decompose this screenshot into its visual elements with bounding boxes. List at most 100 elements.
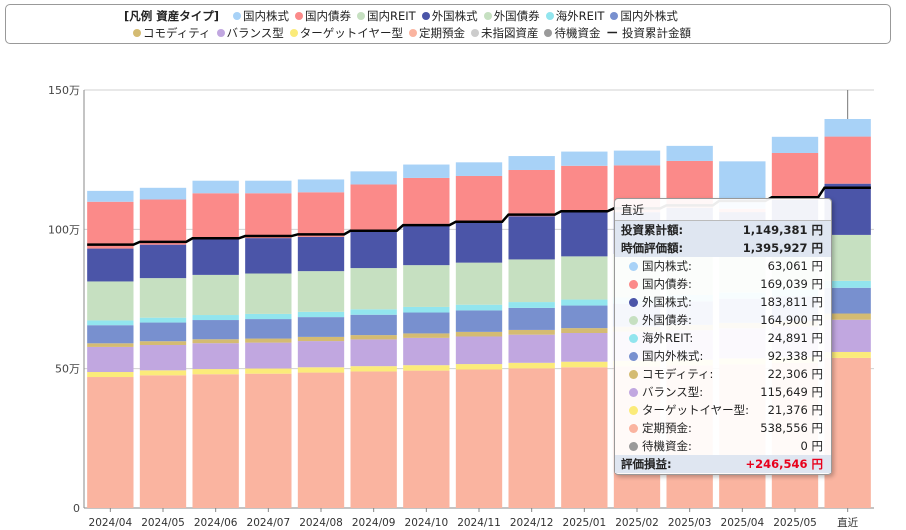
- legend-item[interactable]: 海外REIT: [545, 8, 604, 25]
- bar-segment: [824, 234, 871, 281]
- x-tick-label: 2024/12: [510, 517, 554, 529]
- x-tick-label: 2025/04: [721, 517, 765, 529]
- legend-swatch-icon: [408, 29, 417, 37]
- legend-label: 国内株式: [243, 9, 289, 23]
- legend-item[interactable]: 外国株式: [421, 8, 478, 25]
- legend-item[interactable]: 国内外株式: [610, 8, 678, 25]
- bar-segment: [508, 169, 555, 217]
- tooltip-item-value: 0 円: [800, 439, 823, 453]
- bar-segment: [508, 216, 555, 260]
- x-tick-label: 2024/07: [247, 517, 291, 529]
- legend-item[interactable]: 外国債券: [483, 8, 540, 25]
- legend-item[interactable]: 国内株式: [233, 8, 289, 25]
- legend-label: 未指図資産: [480, 26, 539, 40]
- legend-item[interactable]: バランス型: [216, 25, 284, 42]
- legend-label: 国内外株式: [620, 9, 678, 23]
- bar-segment: [245, 319, 292, 339]
- bar-segment: [245, 193, 292, 239]
- y-tick-label: 0: [73, 502, 80, 515]
- bar-segment: [245, 373, 292, 508]
- legend-row-2: コモディティ バランス型 ターゲットイヤー型 定期預金 未指図資産 待機資金ー投資累計金額: [118, 25, 882, 42]
- bar-segment: [824, 319, 871, 352]
- legend-label: ターゲットイヤー型: [299, 26, 403, 40]
- bar-segment: [561, 367, 608, 508]
- hover-tooltip: 直近 投資累計額: 1,149,381 円 時価評価額: 1,395,927 円…: [614, 198, 832, 475]
- legend-item[interactable]: ターゲットイヤー型: [289, 25, 403, 42]
- x-tick-label: 2024/10: [405, 517, 449, 529]
- legend-label: 定期預金: [418, 26, 465, 40]
- tooltip-invested-value: 1,149,381 円: [742, 223, 823, 237]
- bar-segment: [455, 222, 503, 263]
- bar-segment: [350, 335, 397, 340]
- x-tick-label: 2025/03: [668, 517, 712, 529]
- bar-segment: [192, 180, 239, 194]
- tooltip-item-value: 63,061 円: [767, 259, 823, 273]
- legend-row-1: 国内株式 国内債券 国内REIT 外国株式 外国債券 海外REIT 国内外株式: [118, 8, 882, 25]
- bar-segment: [455, 336, 503, 365]
- bar-segment: [139, 370, 187, 376]
- legend-item[interactable]: 国内REIT: [357, 8, 416, 25]
- tooltip-title: 直近: [621, 203, 644, 217]
- bar-segment: [192, 193, 239, 239]
- bar-segment: [297, 236, 345, 272]
- x-tick-label: 2024/08: [299, 517, 343, 529]
- bar-segment: [561, 165, 608, 213]
- bar-segment: [87, 281, 134, 321]
- bar-segment: [455, 369, 503, 508]
- legend-item-line[interactable]: ー投資累計金額: [606, 25, 691, 42]
- tooltip-gain-row: 評価損益: +246,546 円: [615, 455, 831, 473]
- legend-item[interactable]: コモディティ: [133, 25, 211, 42]
- legend-label: 国内REIT: [367, 9, 416, 23]
- bar-segment: [87, 201, 134, 249]
- bar-segment: [455, 364, 503, 370]
- tooltip-swatch-icon: [629, 262, 638, 271]
- legend-item[interactable]: 待機資金: [544, 25, 600, 42]
- bar-segment: [139, 244, 187, 279]
- bar-segment: [139, 322, 187, 342]
- tooltip-item-row: ターゲットイヤー型: 21,376 円: [615, 401, 831, 419]
- bar-segment: [87, 343, 134, 347]
- legend-swatch-icon: [216, 29, 225, 37]
- bar-segment: [561, 361, 608, 368]
- bar-segment: [403, 337, 450, 366]
- legend-item[interactable]: 国内債券: [295, 8, 351, 25]
- legend-label: 外国株式: [431, 9, 478, 23]
- legend-item[interactable]: 定期預金: [408, 25, 465, 42]
- bar-segment: [192, 369, 239, 375]
- bar-segment: [455, 175, 503, 223]
- bar-segment: [245, 180, 292, 194]
- bar-segment: [139, 317, 187, 323]
- tooltip-item-label: 国内外株式:: [642, 349, 704, 363]
- y-tick-label: 50万: [55, 363, 80, 376]
- bar-segment: [87, 377, 134, 508]
- bar-segment: [824, 280, 871, 288]
- bar-segment: [824, 119, 871, 137]
- bar-segment: [561, 151, 608, 166]
- bar-segment: [403, 312, 450, 334]
- tooltip-swatch-icon: [629, 316, 638, 325]
- bar-segment: [245, 368, 292, 374]
- legend-swatch-icon: [295, 12, 303, 20]
- bar-segment: [350, 184, 397, 231]
- bar-segment: [139, 199, 187, 245]
- bar-segment: [561, 332, 608, 362]
- tooltip-item-value: 22,306 円: [767, 367, 823, 381]
- bar-segment: [508, 302, 555, 308]
- bar-segment: [824, 287, 871, 314]
- legend-item[interactable]: 未指図資産: [470, 25, 539, 42]
- x-tick-label: 2024/06: [194, 517, 238, 529]
- tooltip-swatch-icon: [629, 352, 638, 361]
- y-tick-label: 150万: [48, 84, 80, 97]
- bar-segment: [508, 156, 555, 170]
- bar-segment: [87, 248, 134, 282]
- tooltip-items: 国内株式: 63,061 円国内債券: 169,039 円外国株式: 183,811 …: [615, 257, 831, 455]
- bar-segment: [508, 368, 555, 508]
- legend-label: 国内債券: [305, 9, 351, 23]
- bar-segment: [87, 320, 134, 326]
- bar-segment: [87, 325, 134, 344]
- bar-segment: [297, 317, 345, 337]
- bar-segment: [245, 273, 292, 314]
- tooltip-item-label: バランス型:: [642, 385, 704, 399]
- tooltip-invested-label: 投資累計額:: [621, 223, 684, 237]
- bar-segment: [455, 310, 503, 332]
